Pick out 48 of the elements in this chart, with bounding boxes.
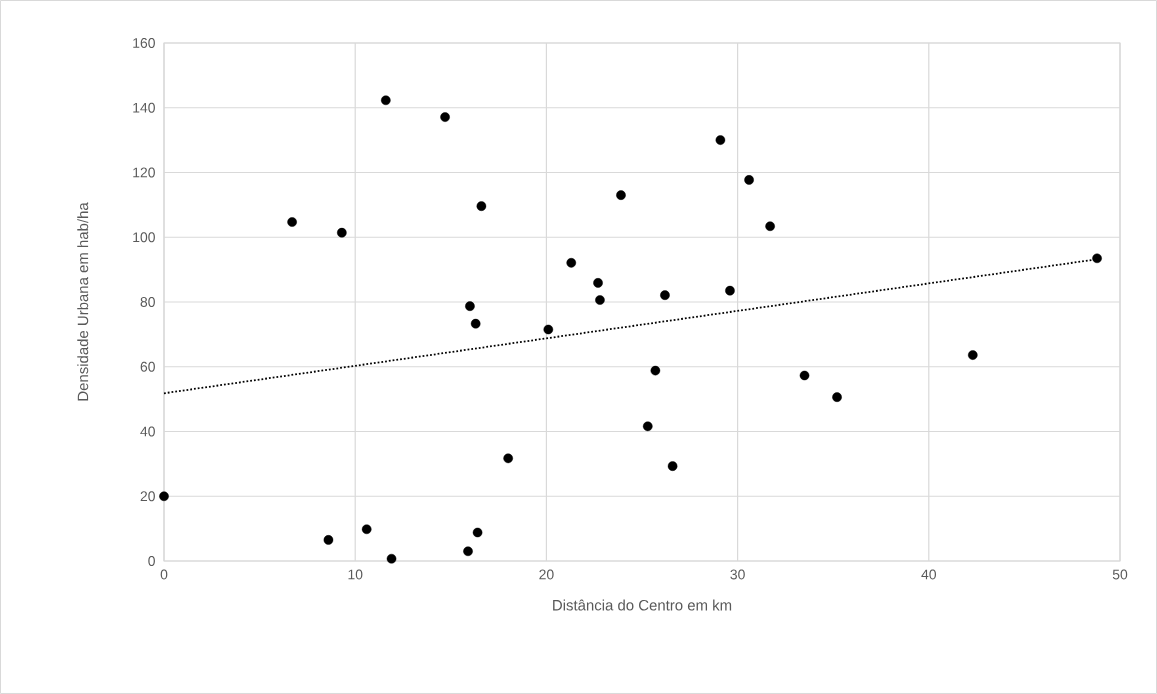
- x-tick-label: 0: [160, 569, 168, 580]
- point: [472, 527, 483, 538]
- y-tick-label: 120: [133, 167, 155, 178]
- point: [543, 324, 554, 335]
- point: [386, 553, 397, 564]
- point: [465, 301, 475, 311]
- point: [361, 524, 372, 535]
- point: [476, 201, 487, 211]
- point: [832, 392, 842, 402]
- point: [159, 491, 169, 502]
- point: [725, 285, 735, 296]
- x-tick-label: 30: [730, 569, 745, 580]
- x-tick-label: 20: [539, 569, 554, 580]
- point: [323, 535, 334, 545]
- point: [566, 258, 577, 268]
- point: [660, 290, 670, 300]
- y-tick-label: 160: [133, 38, 155, 48]
- point: [667, 461, 678, 471]
- point: [650, 365, 661, 376]
- point: [765, 221, 775, 232]
- point: [463, 546, 473, 557]
- point: [470, 318, 481, 329]
- point: [503, 453, 513, 464]
- point: [381, 95, 391, 106]
- y-tick-label: 20: [140, 491, 155, 502]
- y-tick-label: 140: [133, 102, 155, 113]
- point: [715, 135, 726, 145]
- point: [595, 295, 605, 305]
- point: [337, 227, 347, 238]
- point: [1092, 253, 1102, 264]
- y-tick-label: 100: [133, 232, 155, 243]
- x-axis-title: Distância do Centro em km: [553, 599, 732, 611]
- x-tick-label: 10: [348, 569, 363, 580]
- point: [440, 112, 450, 122]
- x-tick-label: 40: [921, 569, 937, 580]
- point: [744, 175, 754, 185]
- y-axis-title: Densidade Urbana em hab/ha: [77, 202, 89, 401]
- y-tick-label: 60: [140, 361, 155, 372]
- point: [616, 190, 626, 200]
- point: [642, 421, 653, 432]
- y-tick-label: 80: [140, 297, 155, 307]
- x-tick-label: 50: [1112, 569, 1128, 580]
- point: [593, 278, 603, 288]
- y-tick-label: 40: [140, 426, 155, 437]
- point: [799, 370, 810, 381]
- point: [968, 350, 978, 360]
- y-tick-label: 0: [148, 556, 155, 566]
- point: [287, 217, 297, 227]
